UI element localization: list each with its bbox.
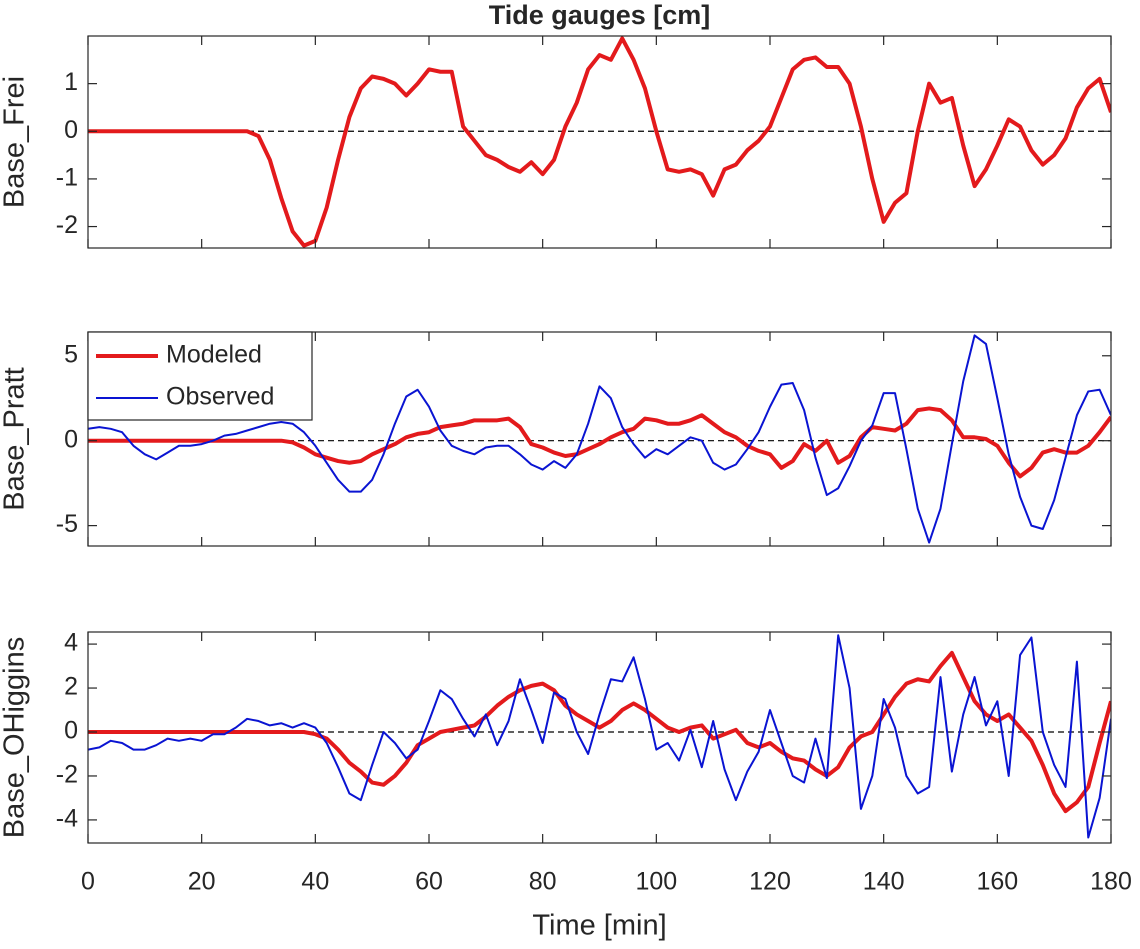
panel: -5 0 5 Base_Pratt Modeled Observed (0, 331, 1112, 547)
y-tick-label: 5 (64, 340, 78, 368)
x-tick-label: 0 (81, 868, 95, 896)
x-tick-label: 20 (188, 868, 216, 896)
y-tick-label: -2 (56, 761, 78, 789)
y-axis-label: Base_OHiggins (0, 637, 31, 839)
y-axis-label: Base_Pratt (0, 367, 31, 510)
series-line (88, 650, 1111, 814)
x-tick-label: 140 (863, 868, 905, 896)
x-axis-label: Time [min] (532, 910, 666, 942)
x-tick-label: 160 (976, 868, 1018, 896)
x-tick-label: 80 (529, 868, 557, 896)
chart-title: Tide gauges [cm] (489, 0, 711, 30)
x-tick-label: 120 (749, 868, 791, 896)
y-tick-label: 0 (64, 425, 78, 453)
x-tick-label: 60 (415, 868, 443, 896)
y-axis-label: Base_Frei (0, 76, 31, 208)
y-tick-label: -4 (56, 805, 78, 833)
series-line (88, 334, 1111, 544)
y-tick-label: 0 (64, 116, 78, 144)
panel: -2 -1 0 1 Tide gauges [cm] Base_Frei (0, 0, 1112, 249)
x-tick-label: 40 (301, 868, 329, 896)
legend-box (87, 331, 313, 421)
axes-box (87, 331, 1112, 547)
y-tick-label: 2 (64, 673, 78, 701)
y-tick-label: -1 (56, 164, 78, 192)
y-tick-label: -2 (56, 211, 78, 239)
legend-label: Modeled (166, 341, 262, 369)
y-tick-label: 4 (64, 629, 78, 657)
y-tick-label: -5 (56, 510, 78, 538)
x-tick-label: 100 (635, 868, 677, 896)
legend-label: Observed (166, 383, 274, 411)
series-line (88, 406, 1111, 479)
series-line (88, 634, 1111, 839)
series-line (88, 36, 1111, 248)
axes-box (87, 35, 1112, 249)
x-tick-label: 180 (1090, 868, 1132, 896)
y-tick-label: 1 (64, 68, 78, 96)
y-tick-label: 0 (64, 717, 78, 745)
legend: Modeled Observed (87, 331, 313, 421)
axes-box (87, 631, 1112, 844)
